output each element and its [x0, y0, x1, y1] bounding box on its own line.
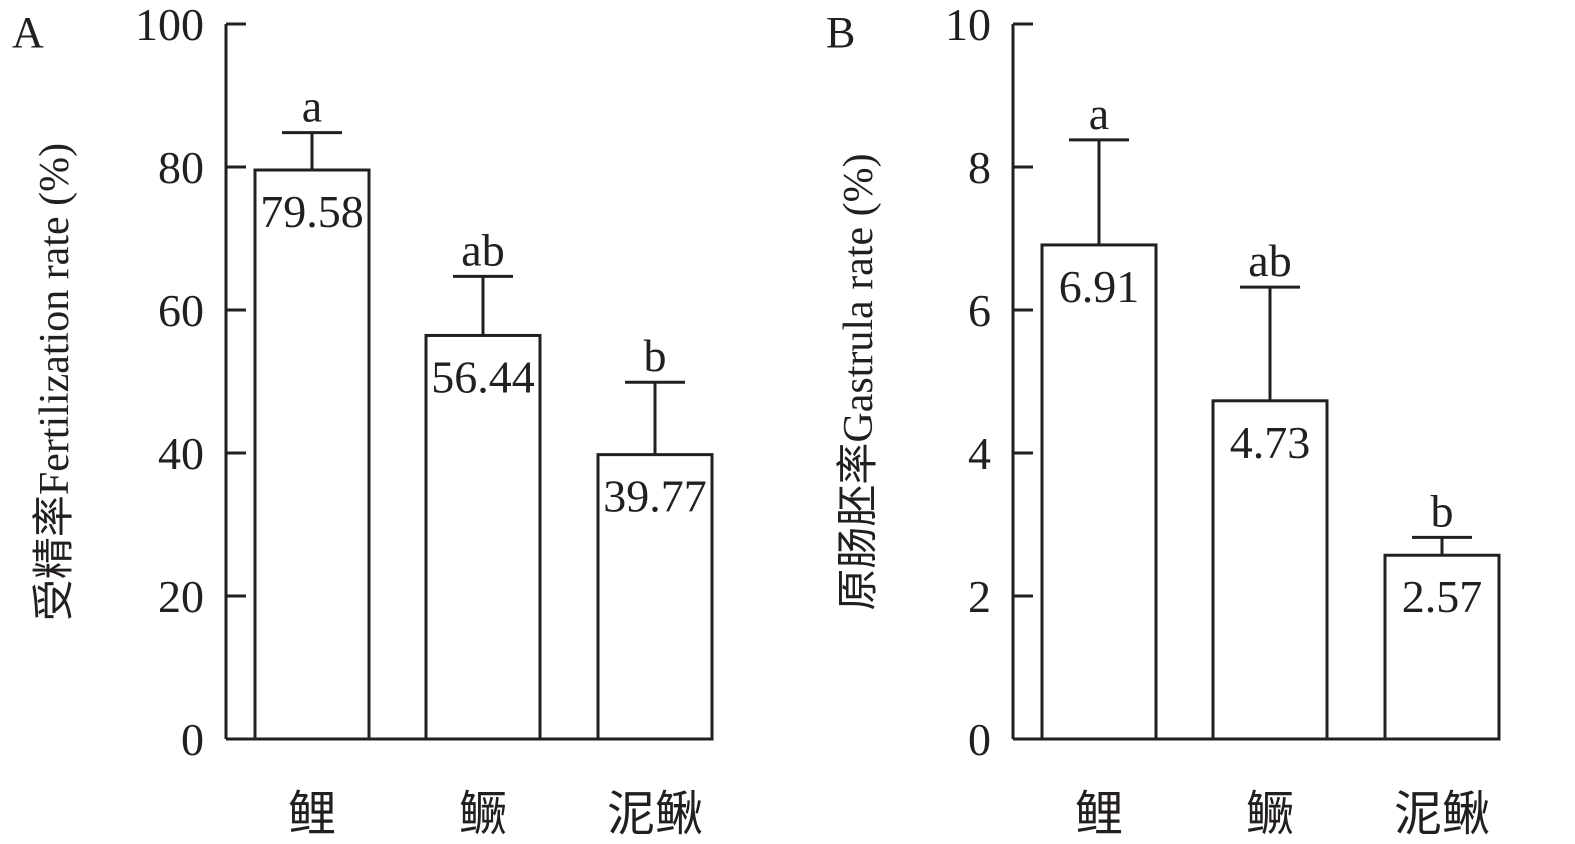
y-tick-label-a: 60: [158, 285, 204, 336]
significance-label-a: ab: [461, 224, 504, 275]
category-label-a: 鳜: [459, 788, 507, 841]
value-label-b: 6.91: [1059, 261, 1140, 312]
value-label-b: 2.57: [1402, 571, 1483, 622]
bar-a: [424, 333, 542, 741]
value-label-a: 39.77: [603, 471, 707, 522]
y-tick-label-b: 0: [968, 714, 991, 765]
y-axis-title-b: 原肠胚率Gastrula rate (%): [835, 153, 882, 610]
y-tick-label-b: 8: [968, 142, 991, 193]
significance-label-b: ab: [1248, 235, 1291, 286]
y-tick-label-a: 100: [135, 0, 204, 50]
y-tick-label-b: 6: [968, 285, 991, 336]
y-tick-label-a: 20: [158, 571, 204, 622]
y-tick-label-b: 10: [945, 0, 991, 50]
panel-label-b: B: [826, 8, 855, 57]
panel-label-a: A: [12, 8, 44, 57]
category-label-b: 泥鳅: [1394, 788, 1490, 841]
bar-b: [1211, 399, 1329, 741]
panel-b: B 原肠胚率Gastrula rate (%) 0 2 4 6 8 10 6.91 a 鲤 4.7…: [826, 0, 1501, 841]
significance-label-b: b: [1431, 485, 1454, 536]
significance-label-a: a: [302, 81, 322, 132]
bar-a: [596, 453, 714, 741]
y-tick-label-a: 0: [181, 714, 204, 765]
y-tick-label-b: 2: [968, 571, 991, 622]
significance-label-b: a: [1089, 88, 1109, 139]
value-label-a: 56.44: [431, 351, 535, 402]
value-label-b: 4.73: [1230, 417, 1311, 468]
y-tick-label-a: 80: [158, 142, 204, 193]
category-label-a: 泥鳅: [607, 788, 703, 841]
bar-b: [1040, 243, 1158, 741]
panel-a: A 受精率Fertilization rate (%) 0 20 40 60 80 100…: [12, 0, 714, 841]
y-tick-label-a: 40: [158, 428, 204, 479]
category-label-b: 鲤: [1075, 788, 1123, 841]
significance-label-a: b: [644, 330, 667, 381]
category-label-a: 鲤: [288, 788, 336, 841]
bar-a: [253, 168, 371, 741]
category-label-b: 鳜: [1246, 788, 1294, 841]
bar-b: [1383, 553, 1501, 741]
value-label-a: 79.58: [260, 186, 364, 237]
y-axis-title-a: 受精率Fertilization rate (%): [31, 143, 78, 621]
y-tick-label-b: 4: [968, 428, 991, 479]
